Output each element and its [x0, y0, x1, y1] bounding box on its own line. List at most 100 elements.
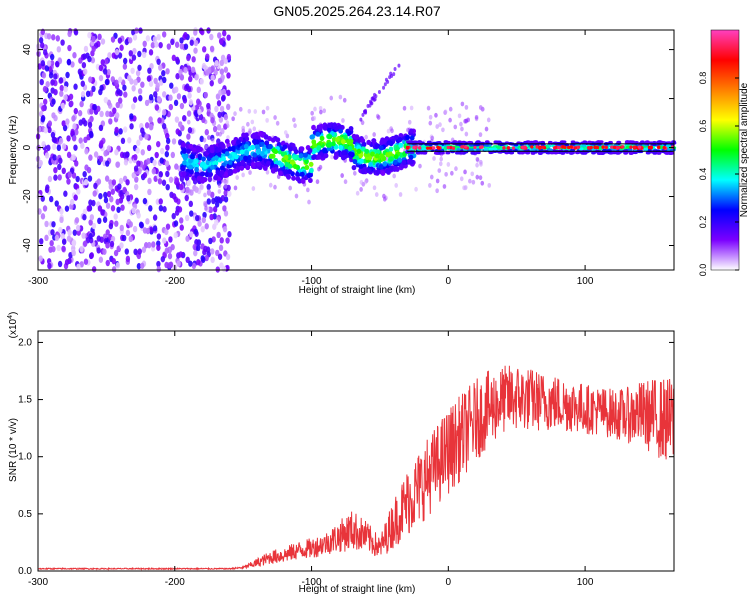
heatmap-cell: [378, 164, 384, 170]
heatmap-cell: [319, 135, 325, 141]
heatmap-cell: [311, 124, 316, 131]
heatmap-cell: [122, 63, 128, 70]
heatmap-cell: [206, 102, 211, 110]
heatmap-cell: [181, 148, 187, 154]
heatmap-cell: [193, 29, 198, 36]
heatmap-cell: [65, 71, 70, 79]
heatmap-cell: [418, 146, 422, 150]
heatmap-cell: [73, 83, 78, 90]
y-tick-label: 2.0: [18, 337, 32, 348]
heatmap-cell: [152, 36, 158, 43]
heatmap-cell: [157, 178, 163, 185]
heatmap-cell: [82, 68, 88, 75]
heatmap-cell: [332, 122, 338, 128]
heatmap-cell: [240, 160, 246, 166]
snr-scale-exp: 4: [7, 315, 14, 319]
snr-y-ticks: 0.0 0.5 1.0 1.5 2.0: [18, 337, 674, 577]
heatmap-cell: [61, 245, 66, 252]
heatmap-cell: [475, 174, 480, 180]
x-tick-label: -100: [302, 577, 322, 588]
heatmap-cell: [64, 205, 70, 212]
heatmap-cell: [425, 146, 430, 150]
heatmap-cell: [285, 173, 291, 179]
heatmap-cell: [186, 133, 191, 140]
heatmap-cell: [105, 229, 110, 236]
heatmap-cell: [202, 137, 207, 143]
heatmap-cell: [178, 251, 183, 258]
heatmap-cell: [379, 153, 385, 159]
heatmap-cell: [97, 33, 102, 41]
heatmap-cell: [475, 162, 479, 168]
snr-frame: [37, 330, 675, 572]
heatmap-cell: [174, 177, 180, 184]
heatmap-cell: [217, 183, 222, 189]
heatmap-cell: [45, 81, 50, 88]
heatmap-cell: [165, 137, 171, 145]
heatmap-cell: [273, 166, 279, 172]
heatmap-cell: [69, 198, 75, 206]
heatmap-cell: [88, 130, 94, 138]
heatmap-cell: [338, 128, 344, 134]
heatmap-cell: [218, 244, 224, 252]
heatmap-cell: [89, 252, 94, 259]
heatmap-cell: [60, 233, 66, 240]
heatmap-cell: [46, 144, 51, 152]
heatmap-cell: [54, 200, 59, 207]
heatmap-cell: [223, 210, 229, 217]
heatmap-cell: [438, 122, 442, 128]
heatmap-cell: [353, 170, 357, 176]
heatmap-cell: [144, 99, 150, 107]
heatmap-cell: [480, 106, 485, 112]
heatmap-cell: [53, 166, 58, 174]
heatmap-cell: [322, 108, 327, 114]
heatmap-cell: [179, 37, 184, 44]
heatmap-cell: [652, 151, 658, 155]
heatmap-cell: [119, 44, 124, 51]
heatmap-cell: [47, 126, 52, 134]
heatmap-cell: [71, 249, 76, 257]
heatmap-cell: [457, 113, 462, 119]
heatmap-cell: [156, 34, 161, 41]
heatmap-cell: [132, 96, 138, 103]
heatmap-cell: [100, 209, 105, 216]
heatmap-cell: [454, 166, 458, 172]
heatmap-cell: [355, 190, 360, 196]
heatmap-cell: [530, 145, 534, 149]
heatmap-cell: [177, 206, 183, 213]
heatmap-cell: [83, 45, 89, 53]
heatmap-cell: [392, 165, 398, 171]
heatmap-cell: [50, 229, 55, 236]
heatmap-cell: [194, 239, 199, 246]
heatmap-cell: [255, 135, 260, 141]
heatmap-cell: [166, 43, 172, 50]
heatmap-cell: [66, 235, 72, 242]
heatmap-cell: [127, 137, 132, 144]
heatmap-cell: [247, 108, 252, 114]
heatmap-cells: [35, 27, 677, 273]
heatmap-cell: [288, 185, 292, 191]
heatmap-cell: [380, 170, 386, 176]
heatmap-cell: [123, 126, 128, 133]
heatmap-cell: [456, 151, 462, 155]
heatmap-cell: [40, 213, 46, 220]
heatmap-cell: [115, 161, 120, 168]
heatmap-cell: [147, 241, 152, 249]
heatmap-cell: [226, 135, 230, 140]
heatmap-cell: [219, 105, 225, 113]
heatmap-cell: [68, 251, 73, 259]
heatmap-cell: [196, 259, 201, 266]
heatmap-cell: [111, 266, 117, 273]
heatmap-cell: [218, 131, 222, 137]
heatmap-cell: [63, 94, 68, 101]
heatmap-cell: [287, 163, 293, 169]
heatmap-cell: [241, 172, 245, 178]
heatmap-cell: [137, 50, 142, 58]
heatmap-cell: [463, 185, 468, 191]
heatmap-cell: [629, 145, 633, 149]
heatmap-cell: [502, 146, 506, 150]
heatmap-cell: [315, 131, 321, 137]
heatmap-cell: [190, 66, 196, 74]
heatmap-cell: [183, 31, 188, 39]
heatmap-cell: [138, 221, 144, 228]
heatmap-cell: [196, 86, 201, 94]
